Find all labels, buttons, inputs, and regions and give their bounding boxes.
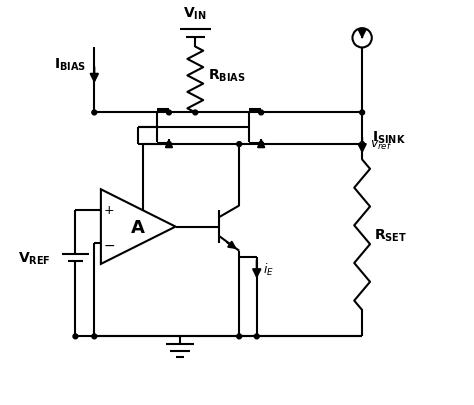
Text: $\mathbf{R_{SET}}$: $\mathbf{R_{SET}}$: [374, 227, 408, 243]
Circle shape: [259, 111, 264, 115]
Text: $\mathbf{I_{SINK}}$: $\mathbf{I_{SINK}}$: [372, 129, 406, 145]
Circle shape: [237, 334, 242, 339]
Circle shape: [360, 142, 365, 147]
Circle shape: [166, 142, 172, 147]
Circle shape: [255, 334, 259, 339]
Text: $\mathbf{V_{IN}}$: $\mathbf{V_{IN}}$: [183, 6, 207, 22]
Circle shape: [166, 111, 172, 115]
Text: +: +: [103, 204, 114, 217]
Text: $\mathbf{I_{BIAS}}$: $\mathbf{I_{BIAS}}$: [54, 57, 86, 73]
Circle shape: [92, 334, 97, 339]
Text: $i_E$: $i_E$: [264, 262, 274, 277]
Circle shape: [73, 334, 78, 339]
Text: $-$: $-$: [103, 237, 115, 251]
Text: $v_{ref}$: $v_{ref}$: [370, 138, 392, 151]
Circle shape: [259, 142, 264, 147]
Circle shape: [360, 111, 365, 115]
Circle shape: [193, 111, 198, 115]
Circle shape: [259, 142, 264, 147]
Text: $\mathbf{V_{REF}}$: $\mathbf{V_{REF}}$: [18, 249, 51, 266]
Text: A: A: [131, 218, 145, 236]
Text: $\mathbf{R_{BIAS}}$: $\mathbf{R_{BIAS}}$: [208, 68, 246, 84]
Circle shape: [92, 111, 97, 115]
Circle shape: [237, 142, 242, 147]
